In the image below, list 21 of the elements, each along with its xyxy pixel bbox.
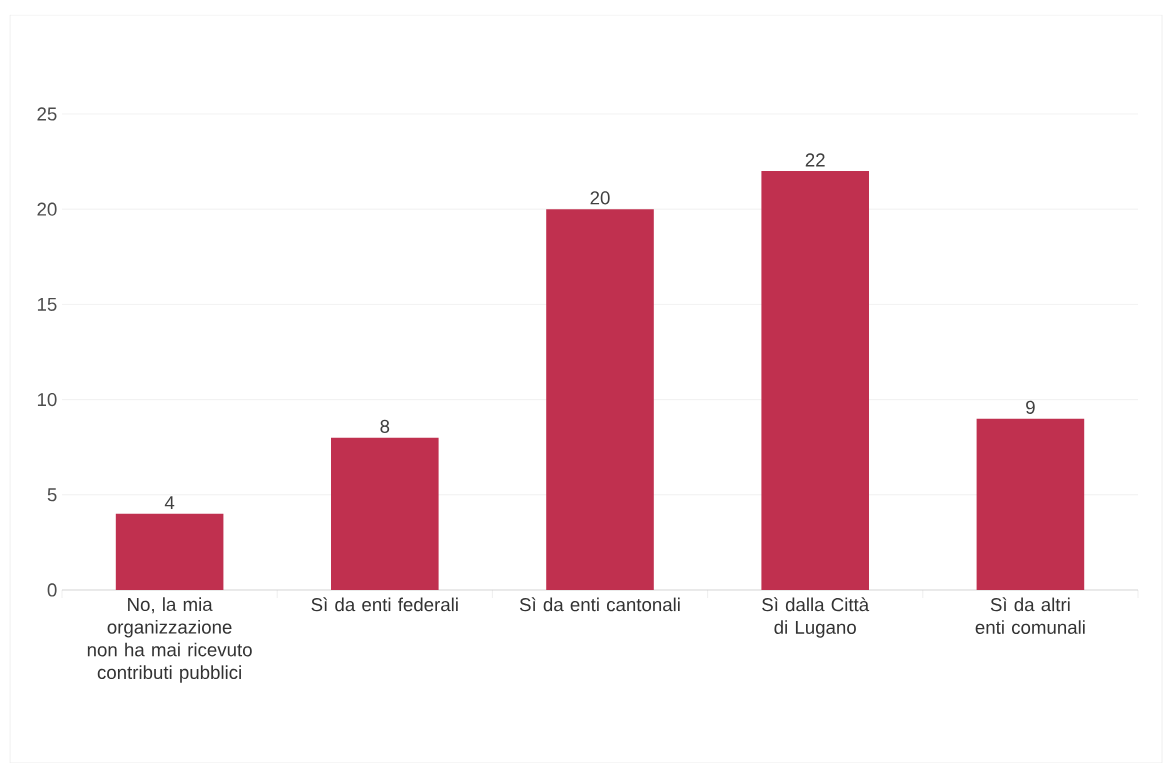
- bar: [976, 418, 1085, 590]
- data-label: 4: [164, 496, 175, 510]
- x-tick-label: No, la mia organizzazione non ha mai ricevuto contributi pubblici: [87, 597, 252, 683]
- data-label: 9: [1026, 400, 1035, 414]
- y-tick-label: 0: [47, 583, 57, 597]
- bar: [546, 209, 654, 590]
- y-tick-label: 5: [47, 488, 57, 502]
- y-tick-label: 20: [37, 202, 57, 216]
- data-label: 20: [590, 191, 610, 205]
- bar: [331, 437, 439, 590]
- data-label: 8: [380, 419, 390, 433]
- y-tick-label: 15: [37, 297, 57, 311]
- y-tick-label: 10: [37, 392, 57, 407]
- x-tick-label: Sì da altri enti comunali: [975, 597, 1085, 634]
- y-tick-label: 25: [37, 107, 57, 121]
- x-tick-label: Sì da enti federali: [311, 597, 458, 612]
- x-tick-label: Sì dalla Città di Lugano: [762, 597, 870, 638]
- data-label: 22: [805, 153, 825, 167]
- bar: [761, 171, 869, 590]
- bar: [115, 513, 224, 590]
- x-tick-label: Sì da enti cantonali: [519, 597, 680, 612]
